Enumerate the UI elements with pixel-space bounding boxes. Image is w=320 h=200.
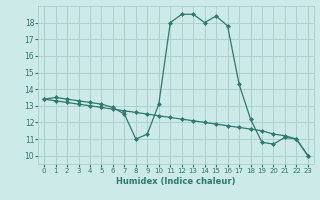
X-axis label: Humidex (Indice chaleur): Humidex (Indice chaleur) <box>116 177 236 186</box>
